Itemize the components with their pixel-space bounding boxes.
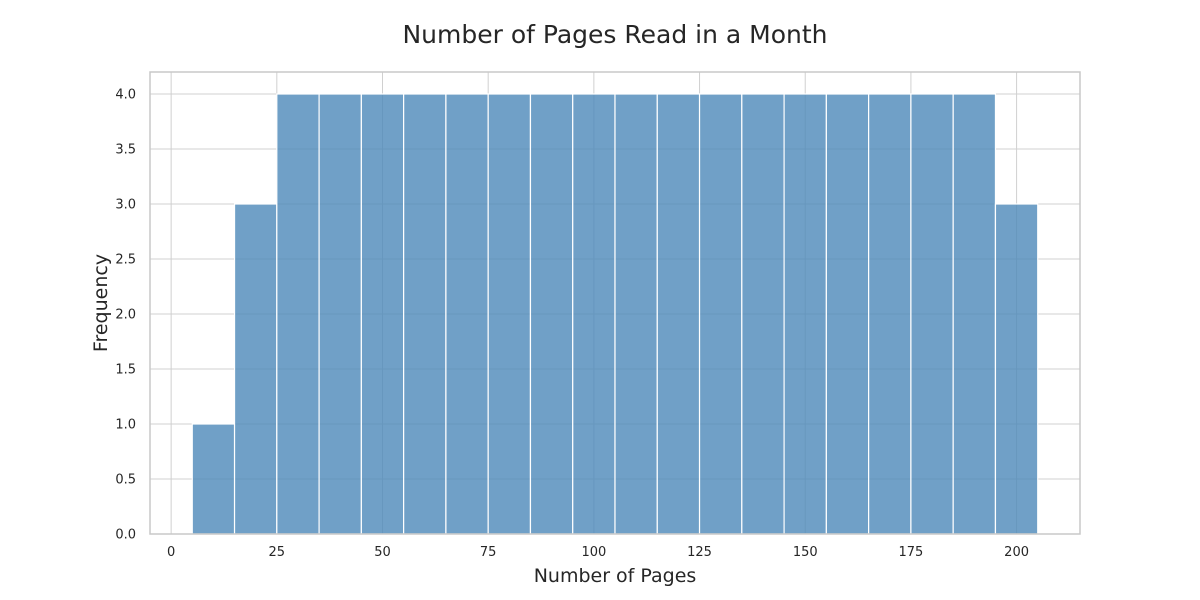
chart-title: Number of Pages Read in a Month — [402, 20, 827, 49]
histogram-bar — [276, 93, 320, 535]
histogram-bar — [403, 93, 447, 535]
histogram-bar — [529, 93, 574, 535]
x-tick-label: 75 — [480, 545, 497, 560]
y-tick-label: 0.0 — [115, 528, 136, 543]
y-tick-label: 2.5 — [115, 253, 136, 268]
histogram-bar — [910, 93, 954, 535]
y-tick-label: 3.0 — [115, 198, 136, 213]
histogram-bar — [191, 423, 236, 535]
histogram-bar — [825, 93, 870, 535]
histogram-bar — [445, 93, 489, 535]
y-tick-label: 1.5 — [115, 363, 136, 378]
bars — [191, 93, 1039, 535]
y-tick-label: 1.0 — [115, 418, 136, 433]
y-tick-label: 2.0 — [115, 308, 136, 323]
x-axis-label: Number of Pages — [534, 565, 697, 587]
y-tick-label: 3.5 — [115, 143, 136, 158]
x-tick-label: 150 — [793, 545, 818, 560]
histogram-bar — [783, 93, 827, 535]
histogram-bar — [614, 93, 658, 535]
x-tick-label: 200 — [1004, 545, 1029, 560]
histogram-bar — [656, 93, 701, 535]
histogram-bar — [868, 93, 912, 535]
plot-frame — [149, 71, 1081, 535]
x-tick-label: 100 — [581, 545, 606, 560]
histogram-bar — [572, 93, 616, 535]
x-tick-label: 125 — [687, 545, 712, 560]
histogram-bar — [994, 203, 1039, 535]
histogram-bar — [233, 203, 278, 535]
histogram-bar — [952, 93, 997, 535]
x-tick-label: 25 — [269, 545, 286, 560]
x-tick-labels: 0 25 50 75 100 125 150 175 200 — [167, 545, 1029, 560]
x-tick-label: 175 — [898, 545, 923, 560]
histogram-bar — [318, 93, 362, 535]
histogram-bar — [360, 93, 405, 535]
x-tick-label: 50 — [374, 545, 391, 560]
histogram-bar — [698, 93, 743, 535]
y-tick-label: 4.0 — [115, 88, 136, 103]
y-tick-label: 0.5 — [115, 473, 136, 488]
x-tick-label: 0 — [167, 545, 175, 560]
histogram-bar — [741, 93, 785, 535]
histogram-bar — [487, 93, 532, 535]
y-tick-labels: 0.0 0.5 1.0 1.5 2.0 2.5 3.0 3.5 4.0 — [115, 88, 136, 543]
y-axis-label: Frequency — [90, 254, 112, 352]
